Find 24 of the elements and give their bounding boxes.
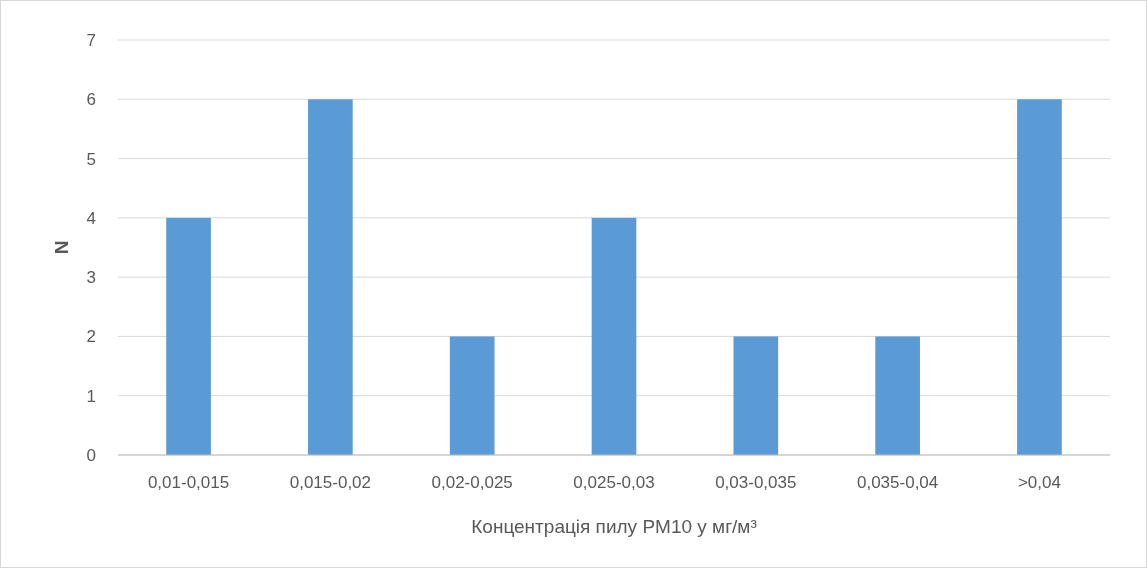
x-tick-label: 0,025-0,03 — [573, 473, 655, 492]
bar — [591, 217, 637, 455]
x-tick-label: >0,04 — [1017, 473, 1061, 492]
y-tick-label: 4 — [86, 208, 96, 228]
bar — [1017, 99, 1062, 455]
y-axis-title: N — [51, 240, 72, 255]
x-tick-label: 0,03-0,035 — [715, 473, 797, 492]
bar — [449, 336, 495, 455]
y-tick-label: 2 — [86, 327, 96, 347]
y-tick-label: 1 — [86, 386, 96, 406]
bar — [733, 336, 779, 455]
y-tick-label: 6 — [86, 90, 96, 110]
bar — [875, 336, 920, 455]
x-tick-label: 0,02-0,025 — [431, 473, 513, 492]
y-tick-label: 5 — [86, 149, 96, 169]
bar — [308, 99, 353, 455]
y-tick-label: 0 — [86, 445, 96, 465]
x-tick-label: 0,01-0,015 — [147, 473, 230, 492]
bar — [166, 217, 211, 455]
x-tick-label: 0,035-0,04 — [856, 473, 939, 492]
y-tick-label: 7 — [86, 30, 96, 50]
y-tick-label: 3 — [86, 268, 96, 288]
x-tick-label: 0,015-0,02 — [289, 473, 372, 492]
x-axis-title: Концентрація пилу PM10 у мг/м³ — [471, 516, 757, 537]
